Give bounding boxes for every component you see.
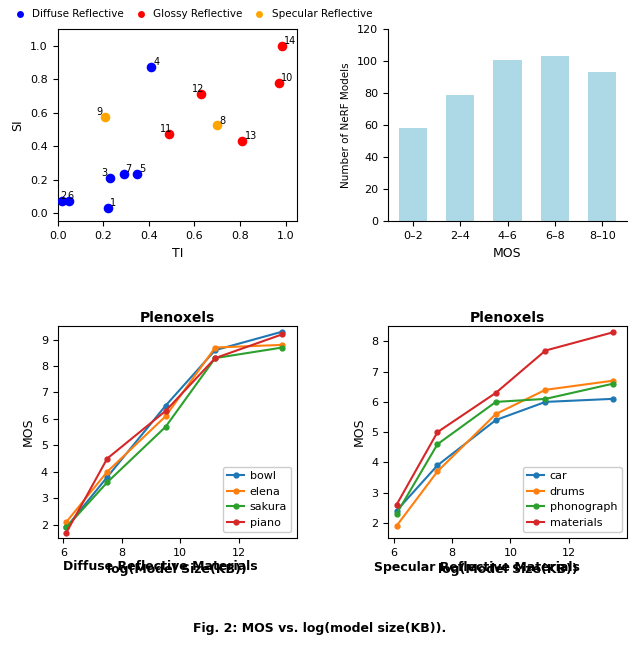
phonograph	[434, 440, 442, 448]
drums	[492, 410, 500, 418]
Text: 12: 12	[192, 84, 204, 94]
bowl	[162, 402, 170, 410]
phonograph	[393, 510, 401, 518]
piano	[104, 455, 111, 463]
Point	[146, 62, 156, 72]
car	[434, 461, 442, 469]
Bar	[446, 95, 474, 222]
Point	[105, 173, 115, 183]
elena	[278, 341, 286, 349]
X-axis label: TI: TI	[172, 247, 183, 260]
Point	[57, 196, 67, 207]
elena	[162, 412, 170, 420]
Line: phonograph: phonograph	[394, 381, 615, 516]
elena	[211, 343, 219, 351]
drums	[434, 467, 442, 475]
Point	[273, 78, 284, 88]
materials	[492, 389, 500, 397]
Text: 6: 6	[68, 191, 74, 201]
Point	[212, 120, 222, 130]
bowl	[63, 524, 70, 531]
Line: piano: piano	[64, 332, 285, 535]
materials	[393, 501, 401, 509]
elena	[63, 518, 70, 526]
Legend: Diffuse Reflective, Glossy Reflective, Specular Reflective: Diffuse Reflective, Glossy Reflective, S…	[5, 5, 376, 23]
car	[492, 416, 500, 424]
phonograph	[541, 395, 549, 403]
Point	[118, 168, 129, 179]
Text: 9: 9	[97, 108, 102, 117]
car	[609, 395, 616, 403]
Y-axis label: SI: SI	[12, 119, 24, 131]
Legend: bowl, elena, sakura, piano: bowl, elena, sakura, piano	[223, 467, 291, 532]
materials	[434, 428, 442, 436]
Line: car: car	[394, 397, 615, 513]
drums	[541, 386, 549, 394]
drums	[609, 377, 616, 385]
phonograph	[492, 398, 500, 406]
car	[393, 507, 401, 515]
Legend: car, drums, phonograph, materials: car, drums, phonograph, materials	[523, 467, 621, 532]
Y-axis label: Number of NeRF Models: Number of NeRF Models	[342, 62, 351, 188]
sakura	[104, 478, 111, 486]
Text: 10: 10	[281, 73, 293, 83]
Text: Specular Reflective Materials: Specular Reflective Materials	[374, 561, 580, 573]
Point	[102, 203, 113, 213]
materials	[609, 329, 616, 336]
bowl	[278, 328, 286, 336]
Bar	[399, 128, 427, 222]
X-axis label: MOS: MOS	[493, 247, 522, 260]
bowl	[104, 473, 111, 481]
Line: materials: materials	[394, 330, 615, 507]
piano	[278, 330, 286, 338]
Text: 3: 3	[101, 168, 107, 178]
Text: 11: 11	[160, 124, 172, 134]
phonograph	[609, 380, 616, 388]
piano	[211, 354, 219, 362]
Y-axis label: MOS: MOS	[22, 418, 35, 446]
sakura	[278, 343, 286, 351]
Point	[237, 136, 247, 146]
piano	[162, 407, 170, 415]
Line: drums: drums	[394, 378, 615, 528]
Point	[64, 196, 74, 207]
X-axis label: log(Model Size(KB)): log(Model Size(KB))	[438, 563, 577, 576]
bowl	[211, 346, 219, 354]
Line: bowl: bowl	[64, 329, 285, 529]
sakura	[63, 524, 70, 531]
Bar	[541, 56, 569, 222]
elena	[104, 468, 111, 476]
Point	[164, 128, 175, 139]
Title: Plenoxels: Plenoxels	[140, 311, 215, 325]
Title: Plenoxels: Plenoxels	[470, 311, 545, 325]
Text: 14: 14	[284, 36, 297, 46]
Text: 2: 2	[60, 191, 66, 201]
Text: Fig. 2: MOS vs. log(model size(KB)).: Fig. 2: MOS vs. log(model size(KB)).	[193, 622, 447, 635]
Line: elena: elena	[64, 342, 285, 524]
materials	[541, 347, 549, 354]
Text: 13: 13	[244, 132, 257, 141]
sakura	[211, 354, 219, 362]
sakura	[162, 423, 170, 431]
piano	[63, 529, 70, 537]
car	[541, 398, 549, 406]
Bar	[588, 73, 616, 222]
Point	[100, 111, 111, 122]
drums	[393, 522, 401, 529]
Y-axis label: MOS: MOS	[353, 418, 365, 446]
Text: Diffuse Reflective Materials: Diffuse Reflective Materials	[63, 561, 257, 573]
Text: 4: 4	[154, 57, 159, 67]
Text: 8: 8	[220, 115, 225, 126]
X-axis label: log(Model Size(KB)): log(Model Size(KB))	[108, 563, 247, 576]
Text: 7: 7	[125, 164, 131, 174]
Text: 5: 5	[140, 164, 146, 174]
Point	[196, 88, 206, 98]
Text: 1: 1	[110, 198, 116, 209]
Line: sakura: sakura	[64, 345, 285, 529]
Point	[277, 41, 287, 51]
Bar	[493, 60, 522, 222]
Point	[132, 168, 143, 179]
